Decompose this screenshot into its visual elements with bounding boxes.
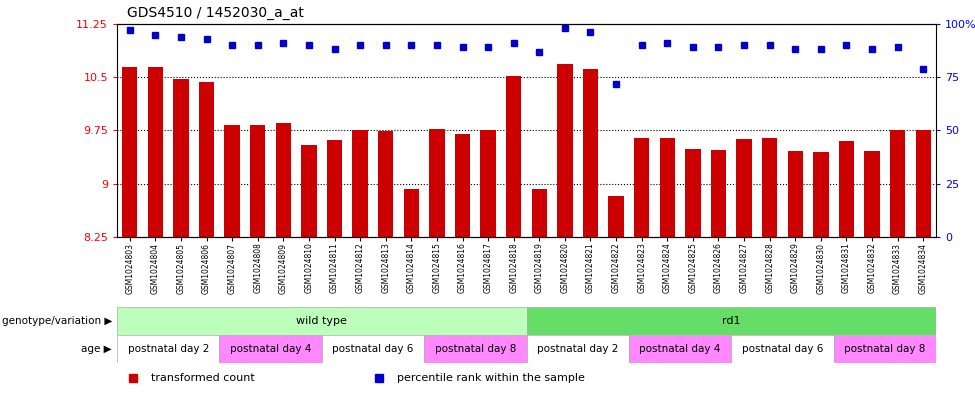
Bar (224, 125, 240, 237)
Bar (736, 139, 752, 237)
Text: postnatal day 2: postnatal day 2 (128, 344, 209, 354)
Bar (117, 307, 526, 335)
Bar (526, 307, 936, 335)
Text: postnatal day 4: postnatal day 4 (640, 344, 721, 354)
Bar (634, 138, 649, 237)
Bar (583, 69, 599, 237)
Bar (916, 130, 931, 237)
Bar (327, 140, 342, 237)
Bar (629, 335, 731, 363)
Text: postnatal day 8: postnatal day 8 (435, 344, 516, 354)
Text: age ▶: age ▶ (82, 344, 112, 354)
Bar (762, 138, 777, 237)
Bar (890, 130, 905, 237)
Bar (174, 79, 189, 237)
Text: genotype/variation ▶: genotype/variation ▶ (2, 316, 112, 326)
Bar (378, 131, 393, 237)
Text: transformed count: transformed count (151, 373, 255, 383)
Bar (834, 335, 936, 363)
Bar (199, 82, 214, 237)
Text: percentile rank within the sample: percentile rank within the sample (397, 373, 585, 383)
Bar (788, 151, 803, 237)
Bar (481, 130, 495, 237)
Bar (424, 335, 526, 363)
Bar (276, 123, 291, 237)
Text: postnatal day 4: postnatal day 4 (230, 344, 311, 354)
Bar (429, 129, 445, 237)
Text: wild type: wild type (296, 316, 347, 326)
Text: postnatal day 6: postnatal day 6 (332, 344, 413, 354)
Text: postnatal day 8: postnatal day 8 (844, 344, 925, 354)
Text: postnatal day 6: postnatal day 6 (742, 344, 823, 354)
Bar (301, 145, 317, 237)
Bar (454, 134, 470, 237)
Bar (322, 335, 424, 363)
Bar (864, 151, 879, 237)
Bar (526, 335, 629, 363)
Bar (219, 335, 322, 363)
Text: postnatal day 2: postnatal day 2 (537, 344, 618, 354)
Bar (353, 130, 368, 237)
Bar (711, 150, 726, 237)
Text: rd1: rd1 (722, 316, 740, 326)
Bar (558, 64, 572, 237)
Text: GDS4510 / 1452030_a_at: GDS4510 / 1452030_a_at (127, 6, 303, 20)
Bar (404, 189, 419, 237)
Bar (659, 138, 675, 237)
Bar (608, 196, 624, 237)
Bar (813, 152, 829, 237)
Bar (838, 141, 854, 237)
Bar (731, 335, 834, 363)
Bar (250, 125, 265, 237)
Bar (148, 66, 163, 237)
Bar (122, 66, 137, 237)
Bar (685, 149, 700, 237)
Bar (506, 77, 522, 237)
Bar (531, 189, 547, 237)
Bar (117, 335, 219, 363)
